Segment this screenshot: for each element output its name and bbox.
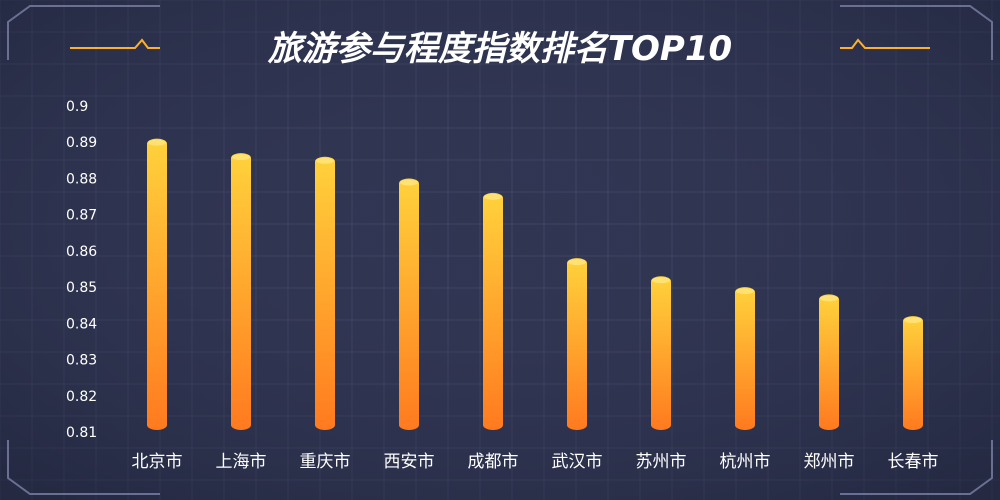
y-tick-label: 0.83: [66, 353, 97, 369]
x-tick-label: 成都市: [468, 452, 519, 472]
bar-cap: [568, 259, 586, 266]
y-tick-label: 0.81: [66, 425, 97, 441]
x-tick-label: 杭州市: [720, 452, 771, 472]
bar: [819, 294, 839, 430]
bar-cap: [400, 179, 418, 186]
y-tick-label: 0.84: [66, 316, 97, 332]
bars: [147, 138, 923, 431]
bar-cap: [316, 157, 334, 164]
bar: [903, 316, 923, 430]
x-tick-label: 上海市: [216, 452, 267, 472]
y-tick-label: 0.82: [66, 389, 97, 405]
x-tick-label: 苏州市: [636, 452, 687, 472]
bar: [315, 156, 335, 430]
x-tick-label: 重庆市: [300, 452, 351, 472]
y-axis: 0.9 0.89 0.88 0.87 0.86 0.85 0.84 0.83 0.82 0.81: [66, 99, 97, 441]
x-axis: 北京市 上海市 重庆市 西安市 成都市 武汉市 苏州市 杭州市 郑州市 长春市: [132, 452, 939, 472]
bar-cap: [652, 277, 670, 284]
y-tick-label: 0.9: [66, 99, 88, 115]
y-tick-label: 0.88: [66, 171, 97, 187]
bar-cap: [904, 317, 922, 324]
y-tick-label: 0.85: [66, 280, 97, 296]
bar-cap: [148, 139, 166, 146]
bar-cap: [820, 295, 838, 302]
bar-cap: [232, 154, 250, 161]
bar-cap: [484, 193, 502, 200]
x-tick-label: 西安市: [384, 452, 435, 472]
bar-cap: [736, 288, 754, 295]
x-tick-label: 郑州市: [804, 452, 855, 472]
bar: [651, 276, 671, 430]
y-tick-label: 0.86: [66, 244, 97, 260]
frame: [7, 5, 993, 495]
title-decoration-left: [70, 38, 160, 49]
bar: [567, 258, 587, 430]
bar: [483, 192, 503, 430]
bar: [399, 178, 419, 430]
bar: [231, 153, 251, 431]
chart-title: 旅游参与程度指数排名TOP10: [267, 29, 732, 69]
bar: [147, 138, 167, 430]
x-tick-label: 北京市: [132, 452, 183, 472]
x-tick-label: 长春市: [888, 452, 939, 472]
title-decoration-right: [840, 38, 930, 49]
y-tick-label: 0.89: [66, 135, 97, 151]
x-tick-label: 武汉市: [552, 452, 603, 472]
y-tick-label: 0.87: [66, 208, 97, 224]
bar: [735, 287, 755, 430]
